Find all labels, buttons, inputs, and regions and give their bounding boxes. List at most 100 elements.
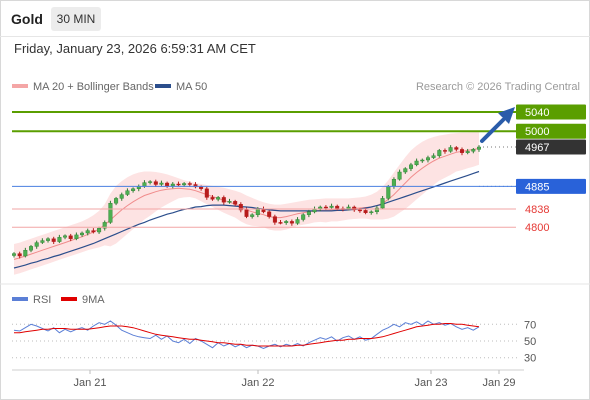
candle	[233, 199, 238, 207]
candle-body	[40, 240, 45, 243]
ma9-legend-swatch	[61, 297, 77, 301]
candle	[301, 213, 306, 222]
timeframe-button[interactable]: 30 MIN	[51, 7, 101, 31]
candle	[119, 192, 124, 201]
candle-body	[187, 183, 192, 185]
x-tick-label: Jan 21	[73, 377, 106, 389]
candle-body	[403, 168, 408, 173]
candle-body	[23, 249, 28, 257]
candle	[369, 210, 374, 215]
candle-body	[221, 197, 226, 203]
candle-body	[210, 197, 215, 200]
rsi-line	[13, 320, 480, 350]
candle	[414, 158, 419, 167]
candle	[460, 147, 465, 156]
level-badge-5000	[516, 123, 586, 139]
candle	[34, 240, 39, 249]
candle	[386, 184, 391, 201]
candle-body	[176, 183, 181, 186]
candle-body	[170, 183, 175, 187]
candle-body	[460, 149, 465, 153]
candle-body	[380, 198, 385, 209]
ma50-legend-swatch	[155, 84, 171, 88]
candle	[11, 252, 16, 258]
candle	[85, 228, 90, 236]
level-badge-4967	[516, 139, 586, 155]
candle-body	[471, 149, 476, 152]
candle-body	[386, 186, 391, 199]
candle-body	[165, 182, 170, 187]
candle	[306, 209, 311, 218]
candle	[153, 179, 158, 187]
header-divider	[0, 36, 590, 37]
candle-body	[335, 205, 340, 209]
candle	[63, 234, 68, 240]
instrument-title: Gold	[11, 11, 43, 27]
candle-body	[216, 197, 221, 200]
candle	[17, 251, 22, 259]
candle-body	[131, 188, 136, 191]
candle-body	[448, 147, 453, 152]
x-axis: Jan 21 Jan 22 Jan 23 Jan 29	[73, 370, 516, 389]
candle-body	[267, 211, 272, 217]
candle-body	[102, 222, 107, 229]
candle	[409, 162, 414, 172]
candle-body	[323, 206, 328, 209]
candle-body	[74, 234, 79, 239]
candle	[471, 148, 476, 154]
rsi-ma-line	[14, 323, 480, 347]
candle-body	[63, 235, 68, 238]
candle-body	[119, 194, 124, 199]
credit-text: Research © 2026 Trading Central	[416, 81, 580, 93]
main-legend: MA 20 + Bollinger Bands MA 50 Research ©…	[12, 81, 580, 93]
candle-body	[51, 238, 56, 242]
candle	[51, 236, 56, 244]
candle	[431, 153, 436, 160]
candle	[46, 237, 51, 243]
ma50-line	[13, 170, 480, 269]
candle-body	[199, 186, 204, 189]
candle-body	[278, 222, 283, 224]
bb-legend-swatch	[12, 84, 28, 88]
candle	[102, 220, 107, 231]
rsi-legend: RSI 9MA	[12, 294, 105, 306]
candle-body	[97, 227, 102, 233]
candle-body	[17, 253, 22, 257]
candle-body	[272, 216, 277, 223]
candle-body	[108, 202, 113, 223]
candle-body	[357, 209, 362, 212]
candle	[68, 233, 73, 242]
candle	[448, 145, 453, 153]
candle-body	[238, 203, 243, 211]
candle-body	[125, 190, 130, 195]
candle-body	[363, 210, 368, 213]
candle	[204, 186, 209, 200]
candle-body	[352, 206, 357, 211]
candle	[443, 148, 448, 154]
candle-body	[204, 188, 209, 198]
candle	[250, 213, 255, 219]
ma50-legend-label: MA 50	[176, 81, 207, 93]
candle	[329, 203, 334, 209]
candle	[374, 206, 379, 215]
chart-datetime: Friday, January 23, 2026 6:59:31 AM CET	[14, 41, 256, 56]
main-plot	[11, 132, 482, 275]
candle-body	[79, 232, 84, 236]
candle	[57, 234, 62, 244]
price-levels: 5040 5000 4967 4885 4838 4800	[12, 104, 586, 234]
candle	[79, 231, 84, 237]
candle	[295, 217, 300, 225]
candle	[176, 181, 181, 187]
candle	[397, 169, 402, 181]
candle	[29, 244, 34, 253]
rsi-tick-50: 50	[524, 336, 536, 348]
candle-body	[255, 208, 260, 216]
candle-body	[443, 150, 448, 152]
candle-body	[244, 209, 249, 217]
candle-body	[284, 221, 289, 223]
candle-body	[301, 214, 306, 220]
candle-body	[306, 211, 311, 215]
rsi-legend-swatch	[12, 297, 28, 301]
candle-body	[68, 235, 73, 239]
